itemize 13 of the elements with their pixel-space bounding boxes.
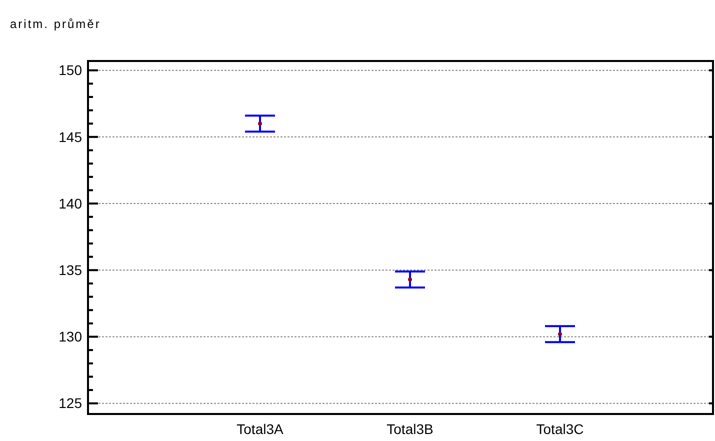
x-tick-label: Total3C xyxy=(536,421,584,437)
x-tick-label: Total3A xyxy=(236,421,284,437)
point xyxy=(408,277,412,282)
y-tick-label: 140 xyxy=(58,195,82,212)
y-tick-label: 135 xyxy=(58,262,82,278)
y-tick-label: 125 xyxy=(58,395,82,412)
chart-title: aritm. průměr xyxy=(10,17,101,31)
y-tick-label: 150 xyxy=(58,62,82,78)
y-tick-label: 145 xyxy=(58,128,82,145)
y-tick-label: 130 xyxy=(58,328,82,345)
x-tick-label: Total3B xyxy=(386,421,434,437)
point xyxy=(258,122,262,126)
point xyxy=(558,332,562,336)
